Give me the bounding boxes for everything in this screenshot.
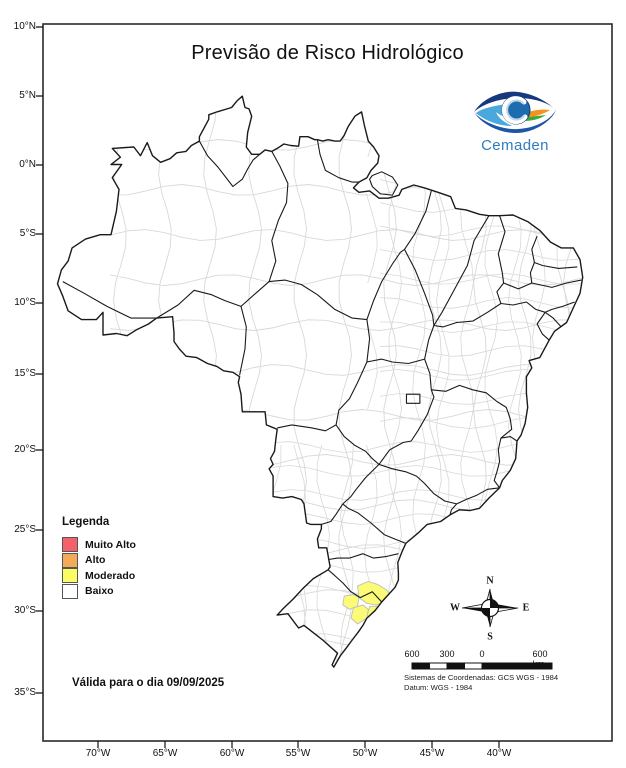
lat-label: 5°N <box>19 90 36 101</box>
marajo-outline <box>368 171 399 196</box>
compass-n-label: N <box>486 575 494 587</box>
lat-label: 35°S <box>14 687 36 698</box>
lon-label: 65°W <box>152 748 178 759</box>
lat-label: 10°N <box>13 21 36 32</box>
legend-item-baixo: Baixo <box>62 583 136 600</box>
page-title: Previsão de Risco Hidrológico <box>191 42 464 64</box>
lon-label: 40°W <box>486 748 512 759</box>
compass-e-label: E <box>522 602 530 614</box>
lon-label: 45°W <box>419 748 445 759</box>
legend-item-moderado: Moderado <box>62 568 136 584</box>
lon-label: 55°W <box>285 748 311 759</box>
marajo-island <box>369 171 398 196</box>
lat-label: 30°S <box>14 605 36 616</box>
lat-label: 10°S <box>14 297 36 308</box>
state-borders <box>62 139 582 603</box>
compass-w-label: W <box>450 602 460 614</box>
lat-label: 15°S <box>14 368 36 379</box>
axis-ticks <box>36 26 500 748</box>
legend-title: Legenda <box>62 516 110 528</box>
crs-line2: Datum: WGS - 1984 <box>404 683 473 692</box>
scalebar-label: 300 <box>439 649 455 659</box>
legend-item-muito-alto: Muito Alto <box>62 537 136 553</box>
legend: Legenda Muito Alto Alto Moderado Baixo <box>62 516 136 599</box>
crs-line1: Sistemas de Coordenadas: GCS WGS - 1984 <box>404 673 559 682</box>
lat-label: 20°S <box>14 444 36 455</box>
lat-label: 0°N <box>19 159 36 170</box>
scalebar-icon <box>411 662 553 670</box>
coordinate-system-note: Sistemas de Coordenadas: GCS WGS - 1984 … <box>404 673 558 693</box>
cemaden-logo-text: Cemaden <box>481 137 549 154</box>
swatch-alto <box>62 552 78 568</box>
lon-label: 50°W <box>352 748 378 759</box>
lon-label: 60°W <box>219 748 245 759</box>
swatch-muito-alto <box>62 537 78 553</box>
swatch-moderado <box>62 568 78 584</box>
lon-label: 70°W <box>85 748 111 759</box>
lat-label: 25°S <box>14 524 36 535</box>
scalebar-label: 600 <box>404 649 420 659</box>
lat-label: 5°S <box>19 228 36 239</box>
brazil-coastline <box>56 95 584 668</box>
compass-s-label: S <box>487 631 493 643</box>
validity-date: Válida para o dia 09/09/2025 <box>72 677 225 689</box>
compass-rose-icon <box>461 588 519 628</box>
map-frame <box>42 23 613 742</box>
cemaden-logo: Cemaden <box>468 88 562 154</box>
scalebar-label: 0 <box>479 649 485 659</box>
swatch-baixo <box>62 583 78 599</box>
cemaden-eye-icon <box>474 91 556 133</box>
legend-item-alto: Alto <box>62 552 136 569</box>
